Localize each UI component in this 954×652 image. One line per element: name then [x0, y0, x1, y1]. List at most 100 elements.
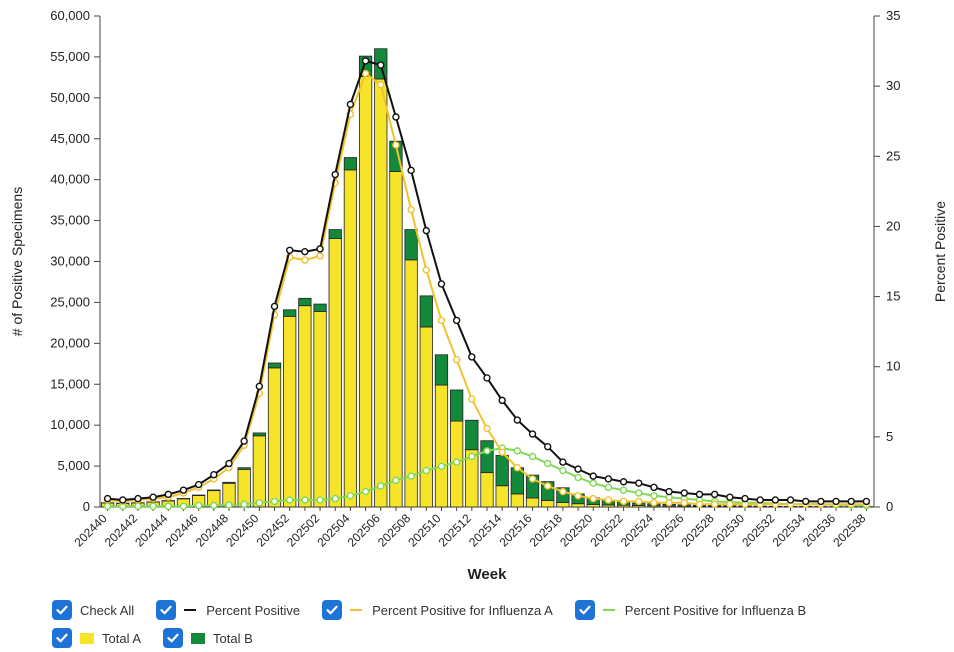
series-point — [150, 503, 156, 509]
series-point — [302, 257, 308, 263]
bar-total-a — [572, 504, 584, 507]
series-point — [514, 417, 520, 423]
checkbox-checked-icon[interactable] — [52, 600, 72, 620]
legend-label: Check All — [80, 603, 134, 618]
series-point — [347, 101, 353, 107]
checkbox-checked-icon[interactable] — [322, 600, 342, 620]
y-tick-label: 35,000 — [50, 213, 90, 228]
legend-row-2: Total A Total B — [52, 624, 932, 652]
series-point — [423, 228, 429, 234]
y-tick-label: 0 — [83, 499, 90, 514]
bar-total-b — [253, 433, 265, 436]
series-point — [438, 317, 444, 323]
series-point — [469, 354, 475, 360]
y2-tick-label: 5 — [886, 429, 893, 444]
y-tick-label: 5,000 — [57, 458, 90, 473]
series-point — [454, 357, 460, 363]
legend-label: Total B — [213, 631, 253, 646]
series-point — [302, 497, 308, 503]
series-point — [454, 317, 460, 323]
x-tick-label: 202440 — [71, 511, 109, 549]
series-point — [636, 498, 642, 504]
series-point — [545, 461, 551, 467]
checkbox-checked-icon[interactable] — [156, 600, 176, 620]
series-point — [317, 246, 323, 252]
y-tick-label: 15,000 — [50, 376, 90, 391]
series-point — [347, 493, 353, 499]
checkbox-checked-icon[interactable] — [52, 628, 72, 648]
bar-total-b — [223, 482, 235, 483]
series-point — [696, 491, 702, 497]
bar-total-a — [390, 171, 402, 507]
legend-row-1: Check All Percent Positive Percent Posit… — [52, 596, 932, 624]
x-tick-label: 202522 — [587, 511, 625, 549]
bar-total-b — [496, 455, 508, 485]
legend-check-all[interactable]: Check All — [52, 600, 134, 620]
box-swatch-icon — [191, 633, 205, 644]
bar-total-b — [405, 230, 417, 260]
y2-tick-label: 15 — [886, 289, 900, 304]
series-point — [530, 453, 536, 459]
series-point — [590, 496, 596, 502]
legend-label: Percent Positive — [206, 603, 300, 618]
series-point — [180, 503, 186, 509]
series-point — [150, 494, 156, 500]
series-line — [108, 74, 867, 505]
x-tick-label: 202538 — [830, 511, 868, 549]
series-point — [393, 114, 399, 120]
series-point — [772, 497, 778, 503]
series-point — [575, 466, 581, 472]
series-point — [165, 491, 171, 497]
series-point — [302, 249, 308, 255]
series-point — [545, 444, 551, 450]
y2-tick-label: 35 — [886, 8, 900, 23]
series-point — [393, 477, 399, 483]
bar-total-a — [526, 498, 538, 507]
bar-total-a — [557, 502, 569, 507]
series-point — [560, 468, 566, 474]
bar-total-a — [420, 327, 432, 507]
series-point — [666, 500, 672, 506]
series-point — [803, 498, 809, 504]
series-point — [514, 465, 520, 471]
x-tick-label: 202524 — [618, 511, 656, 549]
x-tick-label: 202508 — [375, 511, 413, 549]
series-point — [211, 472, 217, 478]
bar-total-b — [208, 490, 220, 491]
bar-total-b — [329, 230, 341, 239]
bar-total-b — [420, 296, 432, 327]
bar-total-b — [466, 420, 478, 449]
series-point — [135, 496, 141, 502]
series-point — [666, 489, 672, 495]
series-point — [788, 497, 794, 503]
checkbox-checked-icon[interactable] — [575, 600, 595, 620]
y-tick-label: 45,000 — [50, 131, 90, 146]
flu-chart: 05,00010,00015,00020,00025,00030,00035,0… — [0, 0, 954, 580]
series-point — [499, 397, 505, 403]
series-point — [651, 493, 657, 499]
bar-total-a — [435, 385, 447, 507]
series-point — [165, 503, 171, 509]
bar-total-a — [511, 494, 523, 507]
legend-percent-positive[interactable]: Percent Positive — [156, 600, 300, 620]
legend-percent-positive-b[interactable]: Percent Positive for Influenza B — [575, 600, 806, 620]
legend-total-a[interactable]: Total A — [52, 628, 141, 648]
series-point — [848, 498, 854, 504]
series-point — [590, 473, 596, 479]
y2-axis-label: Percent Positive — [932, 201, 948, 302]
legend-total-b[interactable]: Total B — [163, 628, 253, 648]
bar-total-b — [283, 310, 295, 317]
y2-tick-label: 0 — [886, 499, 893, 514]
legend-percent-positive-a[interactable]: Percent Positive for Influenza A — [322, 600, 553, 620]
x-tick-label: 202502 — [284, 511, 322, 549]
x-tick-label: 202450 — [223, 511, 261, 549]
bar-total-b — [299, 298, 311, 305]
series-point — [378, 82, 384, 88]
bar-total-b — [435, 355, 447, 385]
series-point — [545, 483, 551, 489]
series-point — [408, 473, 414, 479]
checkbox-checked-icon[interactable] — [163, 628, 183, 648]
series-point — [621, 498, 627, 504]
y-tick-label: 25,000 — [50, 294, 90, 309]
legend-label: Percent Positive for Influenza A — [372, 603, 553, 618]
